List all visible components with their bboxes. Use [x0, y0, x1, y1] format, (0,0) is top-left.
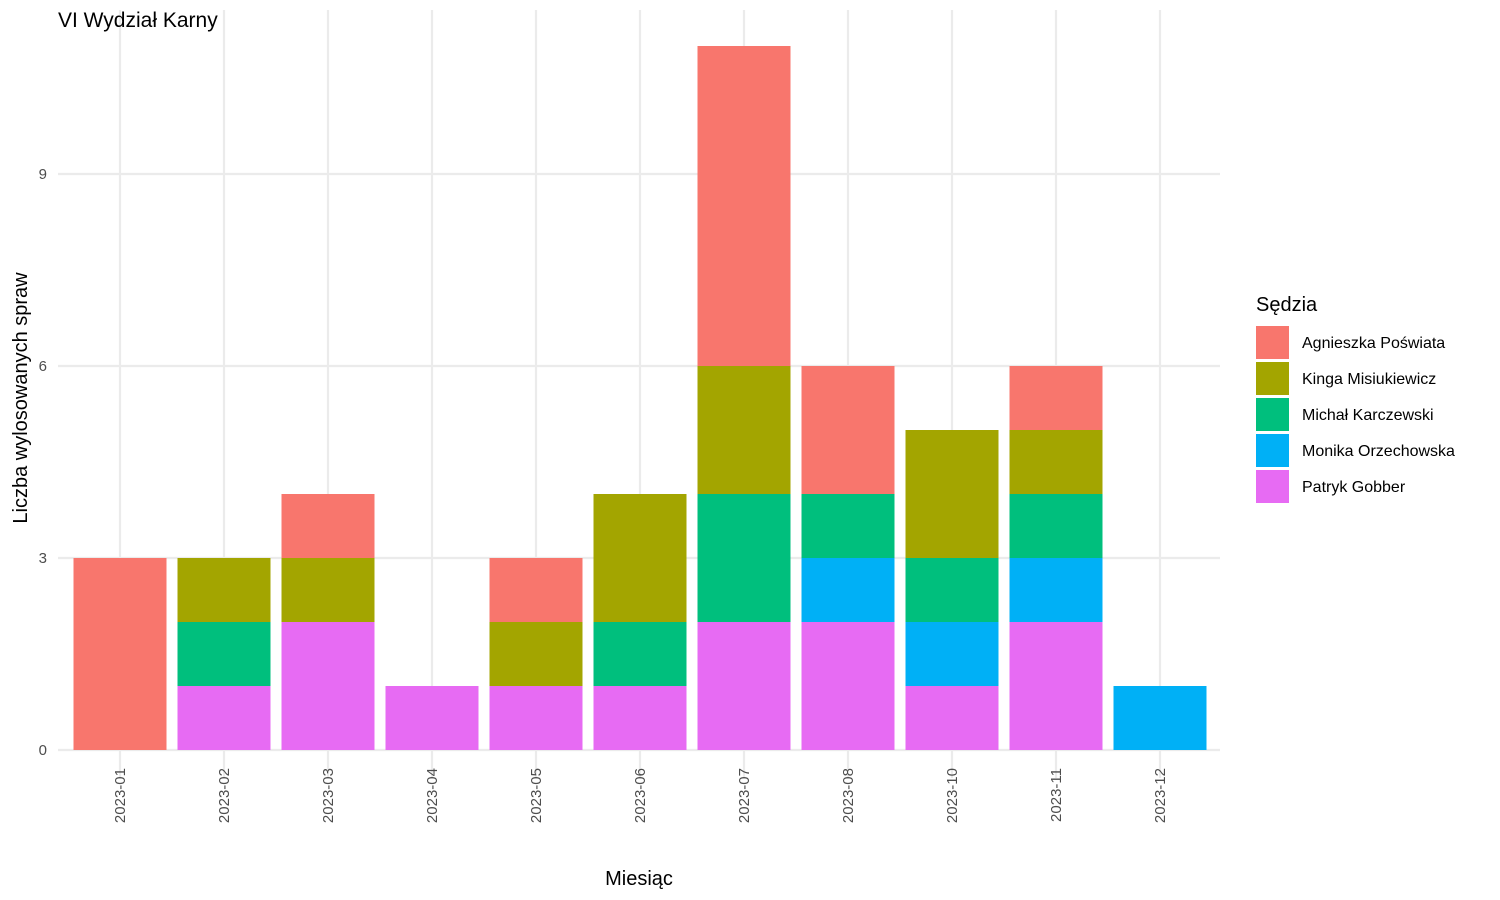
y-tick-label: 3 — [39, 550, 47, 567]
x-tick-label: 2023-01 — [112, 768, 129, 823]
y-axis-ticks: 0 3 6 9 — [39, 166, 47, 759]
bar-segment — [281, 494, 375, 558]
x-tick-label: 2023-08 — [840, 768, 857, 823]
bar-segment — [697, 46, 791, 366]
bar-segment — [385, 686, 479, 750]
bar-segment — [281, 622, 375, 750]
bar-segment — [177, 686, 271, 750]
y-tick-label: 6 — [39, 358, 47, 375]
bar-segment — [489, 686, 583, 750]
bar-segment — [593, 622, 687, 686]
bars — [73, 46, 1207, 750]
y-axis-title: Liczba wylosowanych spraw — [10, 272, 32, 524]
legend-swatch — [1256, 398, 1289, 431]
bar-segment — [177, 558, 271, 622]
x-tick-label: 2023-02 — [216, 768, 233, 823]
y-tick-label: 9 — [39, 166, 47, 183]
legend-label: Patryk Gobber — [1302, 479, 1406, 496]
bar-segment — [905, 430, 999, 558]
bar-segment — [489, 558, 583, 622]
chart-title: VI Wydział Karny — [58, 9, 218, 32]
bar-segment — [1009, 558, 1103, 622]
bar-segment — [801, 366, 895, 494]
legend-label: Kinga Misiukiewicz — [1302, 371, 1436, 388]
bar-segment — [1009, 494, 1103, 558]
x-tick-label: 2023-05 — [528, 768, 545, 823]
bar-segment — [1009, 430, 1103, 494]
x-tick-label: 2023-04 — [424, 768, 441, 823]
y-tick-label: 0 — [39, 742, 47, 759]
legend-swatch — [1256, 326, 1289, 359]
bar-segment — [801, 622, 895, 750]
bar-segment — [905, 622, 999, 686]
bar-segment — [905, 686, 999, 750]
bar-segment — [801, 494, 895, 558]
legend: Sędzia Agnieszka Poświata Kinga Misiukiew… — [1256, 294, 1455, 503]
legend-swatch — [1256, 362, 1289, 395]
bar-segment — [1009, 366, 1103, 430]
x-tick-label: 2023-06 — [632, 768, 649, 823]
bar-segment — [1009, 622, 1103, 750]
bar-segment — [1113, 686, 1207, 750]
bar-segment — [489, 622, 583, 686]
legend-label: Michał Karczewski — [1302, 407, 1434, 424]
bar-segment — [73, 558, 167, 750]
x-tick-label: 2023-03 — [320, 768, 337, 823]
legend-label: Monika Orzechowska — [1302, 443, 1455, 460]
bar-segment — [697, 366, 791, 494]
bar-segment — [281, 558, 375, 622]
bar-segment — [697, 494, 791, 622]
bar-segment — [801, 558, 895, 622]
legend-label: Agnieszka Poświata — [1302, 335, 1445, 352]
x-tick-label: 2023-07 — [736, 768, 753, 823]
bar-segment — [593, 686, 687, 750]
bar-segment — [593, 494, 687, 622]
x-tick-label: 2023-12 — [1152, 768, 1169, 823]
legend-swatch — [1256, 434, 1289, 467]
x-tick-label: 2023-10 — [944, 768, 961, 823]
legend-swatch — [1256, 470, 1289, 503]
x-tick-label: 2023-11 — [1048, 768, 1065, 822]
bar-segment — [177, 622, 271, 686]
x-axis-title: Miesiąc — [605, 868, 673, 890]
bar-segment — [905, 558, 999, 622]
bar-segment — [697, 622, 791, 750]
legend-title: Sędzia — [1256, 294, 1318, 316]
x-axis-ticks: 2023-01 2023-02 2023-03 2023-04 2023-05 2023-… — [112, 768, 1169, 823]
